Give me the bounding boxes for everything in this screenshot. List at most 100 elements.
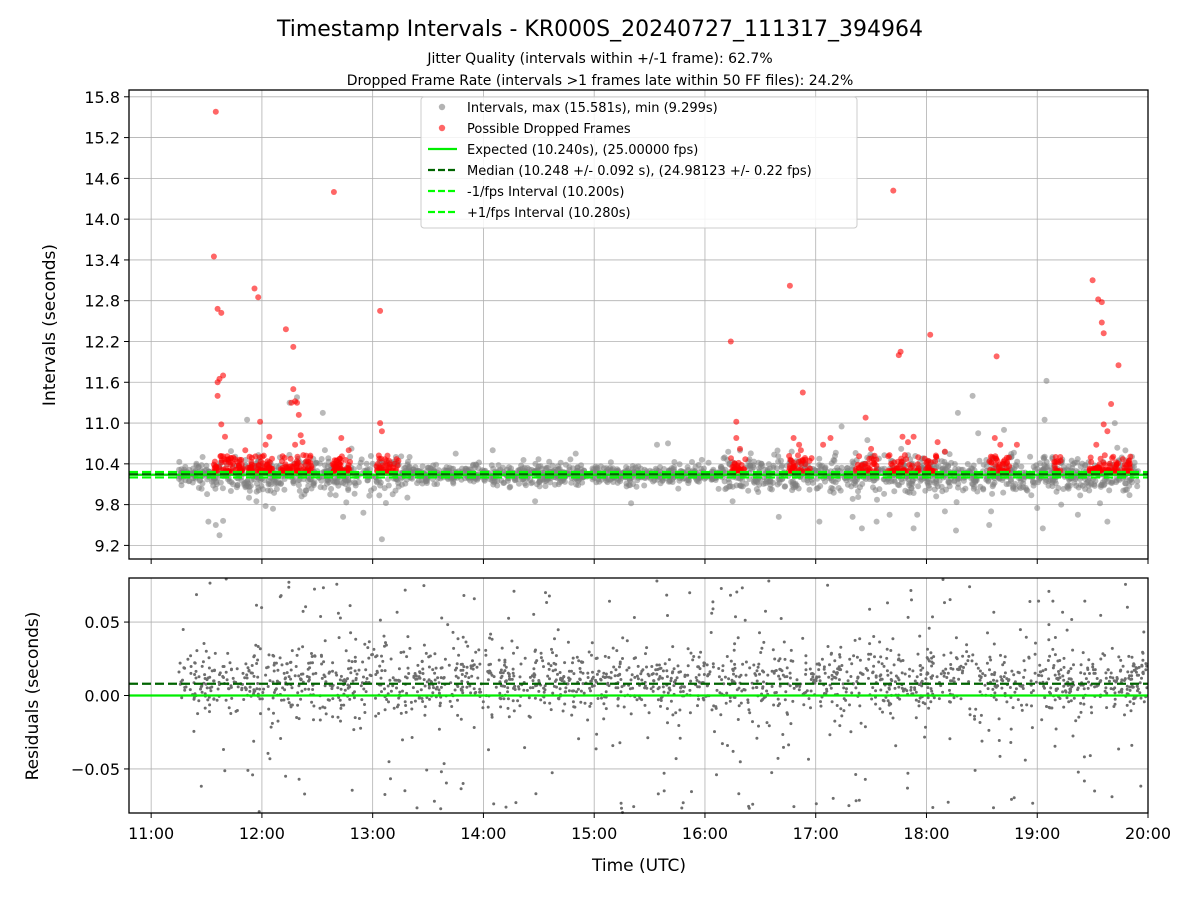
residual-point bbox=[711, 607, 715, 611]
residual-point bbox=[783, 698, 787, 702]
interval-point bbox=[747, 450, 754, 457]
residual-point bbox=[1138, 691, 1142, 695]
residual-point bbox=[197, 675, 201, 679]
residual-point bbox=[804, 661, 808, 665]
residual-point bbox=[331, 661, 335, 665]
residual-point bbox=[1131, 685, 1134, 689]
interval-point bbox=[178, 478, 185, 485]
residual-point bbox=[959, 697, 963, 701]
residual-point bbox=[1058, 676, 1062, 680]
residual-point bbox=[720, 742, 724, 746]
residual-point bbox=[636, 677, 640, 681]
residual-point bbox=[734, 615, 737, 619]
residual-point bbox=[359, 684, 363, 688]
interval-point bbox=[490, 465, 497, 472]
residual-point bbox=[1047, 589, 1051, 593]
residual-point bbox=[1132, 668, 1136, 672]
residual-point bbox=[872, 664, 876, 668]
interval-point bbox=[1065, 485, 1072, 492]
residual-point bbox=[897, 653, 901, 657]
residual-point bbox=[884, 695, 888, 699]
residual-point bbox=[272, 691, 276, 694]
residual-point bbox=[453, 688, 457, 692]
residual-point bbox=[318, 706, 322, 710]
residual-point bbox=[970, 659, 974, 663]
interval-point bbox=[629, 463, 636, 469]
residual-point bbox=[750, 681, 754, 685]
residual-point bbox=[589, 679, 593, 683]
residual-point bbox=[297, 674, 301, 678]
residual-point bbox=[1141, 650, 1145, 654]
residual-point bbox=[698, 667, 702, 671]
dropped-frame-point bbox=[1087, 454, 1094, 461]
residual-point bbox=[671, 670, 675, 674]
residual-point bbox=[399, 711, 403, 715]
interval-point bbox=[816, 455, 823, 462]
interval-point bbox=[725, 448, 732, 455]
residual-point bbox=[1113, 697, 1117, 701]
interval-point bbox=[806, 486, 813, 493]
residual-point bbox=[437, 681, 441, 685]
residual-point bbox=[789, 648, 793, 652]
residual-point bbox=[607, 675, 611, 679]
residual-point bbox=[820, 657, 824, 661]
residual-point bbox=[425, 696, 429, 699]
dropped-frame-point bbox=[292, 441, 299, 448]
residual-point bbox=[659, 704, 662, 708]
dropped-frame-point bbox=[1101, 461, 1108, 468]
dropped-frame-point bbox=[294, 458, 300, 465]
residual-point bbox=[906, 786, 909, 790]
residual-point bbox=[732, 648, 736, 652]
dropped-frame-point bbox=[227, 459, 234, 466]
interval-point bbox=[1106, 487, 1113, 494]
residual-point bbox=[1029, 679, 1033, 683]
dropped-frame-point bbox=[220, 372, 227, 379]
residual-point bbox=[978, 678, 982, 682]
residual-point bbox=[206, 698, 210, 702]
residual-point bbox=[415, 806, 419, 810]
residual-point bbox=[711, 662, 715, 666]
interval-point bbox=[273, 486, 280, 492]
residual-point bbox=[702, 661, 706, 665]
residual-point bbox=[339, 706, 343, 710]
residual-point bbox=[501, 671, 505, 675]
residual-point bbox=[433, 678, 437, 682]
residual-point bbox=[287, 675, 291, 679]
residual-point bbox=[666, 721, 669, 725]
residual-point bbox=[778, 677, 782, 681]
interval-point bbox=[324, 463, 331, 470]
interval-point bbox=[809, 479, 816, 486]
residual-point bbox=[1127, 676, 1131, 680]
residual-point bbox=[506, 697, 510, 701]
residual-point bbox=[802, 703, 806, 707]
dropped-frame-point bbox=[214, 305, 221, 312]
residual-point bbox=[289, 677, 293, 681]
residual-point bbox=[863, 777, 867, 781]
interval-point bbox=[1001, 426, 1007, 433]
residual-point bbox=[930, 664, 934, 668]
residual-point bbox=[757, 662, 761, 666]
residual-point bbox=[1079, 663, 1083, 667]
residual-point bbox=[937, 697, 941, 701]
residual-point bbox=[1071, 734, 1075, 738]
interval-point bbox=[419, 480, 426, 487]
residual-point bbox=[679, 690, 683, 694]
dropped-frame-point bbox=[210, 461, 217, 468]
residual-point bbox=[1049, 692, 1052, 695]
residual-point bbox=[361, 660, 365, 664]
residual-point bbox=[296, 691, 300, 695]
residual-point bbox=[777, 674, 781, 678]
residual-point bbox=[696, 665, 700, 669]
residual-point bbox=[762, 640, 766, 644]
residual-point bbox=[1023, 668, 1027, 672]
residual-point bbox=[864, 667, 868, 670]
interval-point bbox=[1114, 444, 1121, 451]
residual-point bbox=[398, 679, 402, 683]
residual-point bbox=[974, 662, 978, 666]
residual-point bbox=[380, 654, 383, 658]
dropped-frame-point bbox=[294, 453, 301, 460]
residual-point bbox=[659, 699, 663, 702]
residual-point bbox=[861, 672, 865, 676]
residual-point bbox=[869, 652, 873, 656]
residual-point bbox=[408, 646, 412, 650]
